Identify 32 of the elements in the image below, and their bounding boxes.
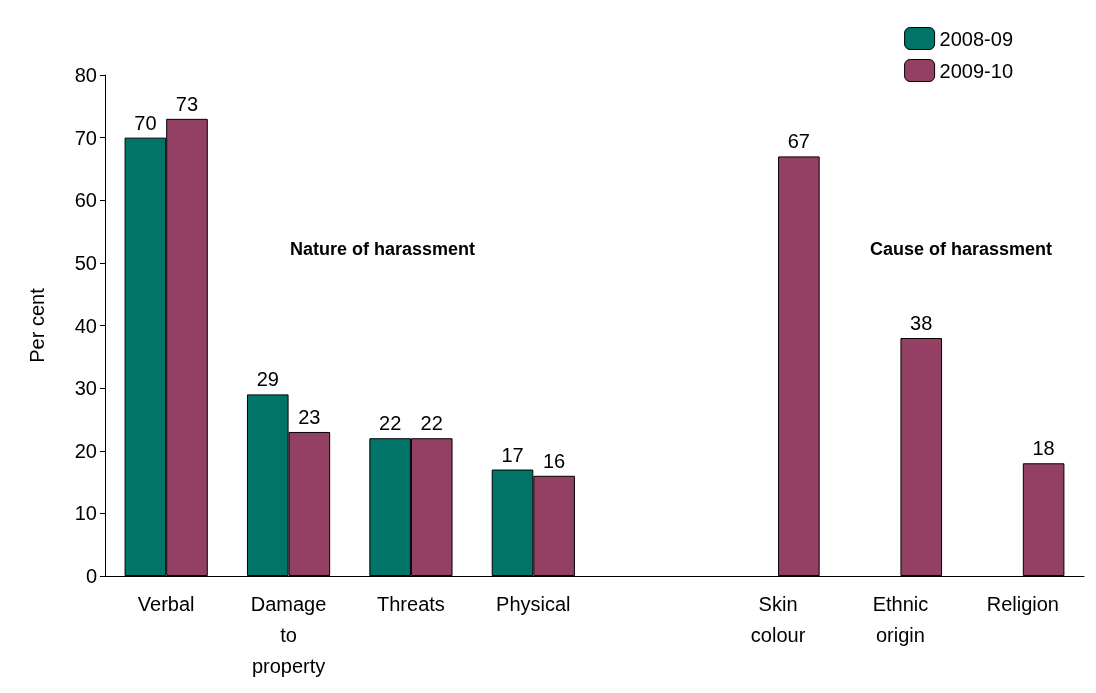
x-tick-label: Damage to property (250, 592, 327, 677)
legend-label: 2008-09 (939, 27, 1014, 50)
data-label: 73 (175, 92, 199, 115)
x-tick-label: Ethnic origin (872, 592, 929, 646)
annotation: Nature of harassment (290, 239, 476, 259)
x-tick-label: Verbal (137, 592, 195, 615)
data-label: 18 (1032, 437, 1055, 460)
data-label: 16 (542, 449, 566, 472)
y-tick-label: 40 (74, 314, 97, 337)
data-label: 17 (501, 443, 524, 466)
y-tick-label: 20 (74, 439, 97, 462)
y-axis-title: Per cent (26, 287, 48, 363)
data-label: 22 (420, 412, 443, 435)
x-tick-label: Religion (986, 592, 1059, 615)
legend-label: 2009-10 (939, 59, 1014, 82)
data-label: 38 (910, 312, 933, 335)
x-tick-label: Physical (496, 592, 571, 615)
data-label: 22 (379, 412, 402, 435)
x-tick-label: Threats (377, 592, 445, 615)
y-tick-label: 60 (74, 189, 97, 212)
y-tick-label: 50 (74, 251, 97, 274)
y-tick-label: 30 (74, 377, 97, 400)
data-label: 67 (787, 130, 810, 153)
y-tick-label: 10 (74, 502, 97, 525)
data-label: 23 (298, 405, 321, 428)
y-tick-label: 80 (74, 64, 97, 86)
data-label: 70 (134, 111, 157, 134)
annotation: Cause of harassment (870, 239, 1053, 259)
x-tick-label: Skin colour (750, 592, 806, 646)
y-tick-label: 70 (74, 126, 97, 149)
y-tick-label: 0 (85, 565, 97, 587)
data-label: 29 (256, 368, 279, 391)
